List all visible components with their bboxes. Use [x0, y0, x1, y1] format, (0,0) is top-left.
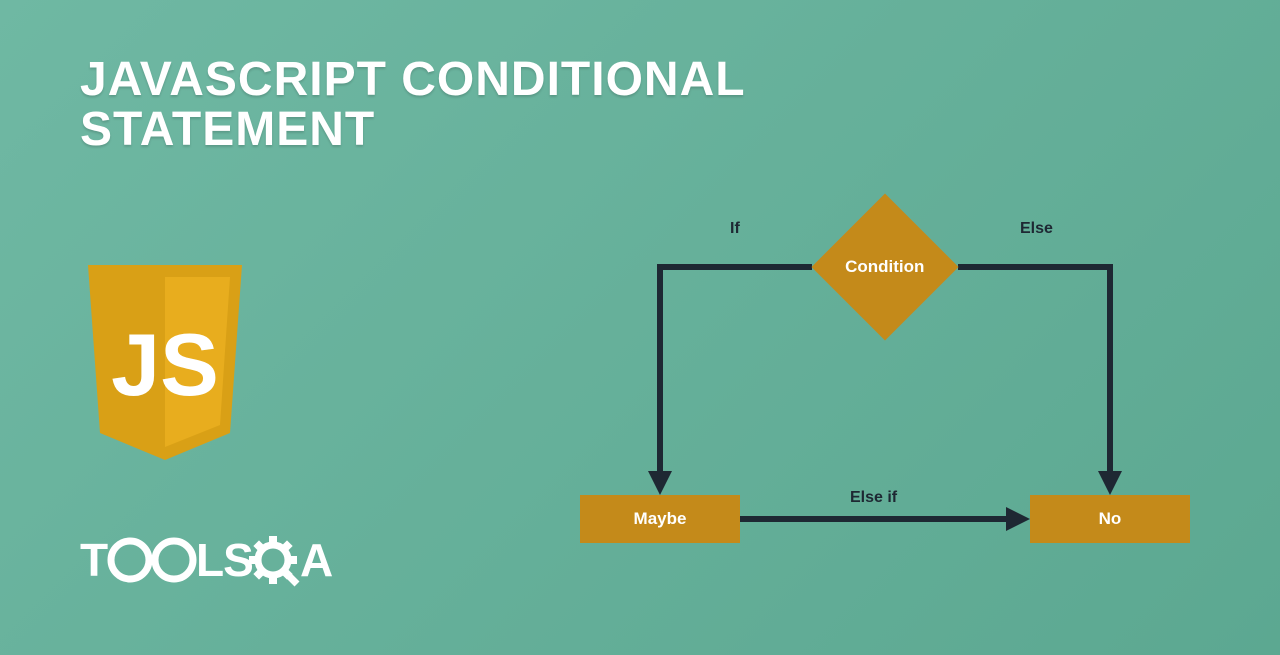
svg-text:A: A: [300, 534, 332, 586]
svg-text:T: T: [80, 534, 108, 586]
flowchart: Condition Maybe No If Else Else if: [560, 205, 1210, 585]
svg-text:LS: LS: [196, 534, 253, 586]
condition-label: Condition: [845, 257, 924, 277]
js-badge-icon: JS: [80, 265, 250, 465]
no-node: No: [1030, 495, 1190, 543]
page-title: JAVASCRIPT CONDITIONAL STATEMENT: [80, 55, 746, 156]
svg-text:JS: JS: [111, 315, 219, 414]
toolsqa-logo: T LS A: [80, 530, 440, 590]
no-label: No: [1099, 509, 1122, 529]
elseif-edge-label: Else if: [850, 489, 897, 507]
title-line-2: STATEMENT: [80, 105, 746, 155]
else-edge-label: Else: [1020, 220, 1053, 238]
maybe-label: Maybe: [634, 509, 687, 529]
if-edge-label: If: [730, 220, 740, 238]
maybe-node: Maybe: [580, 495, 740, 543]
title-line-1: JAVASCRIPT CONDITIONAL: [80, 55, 746, 105]
